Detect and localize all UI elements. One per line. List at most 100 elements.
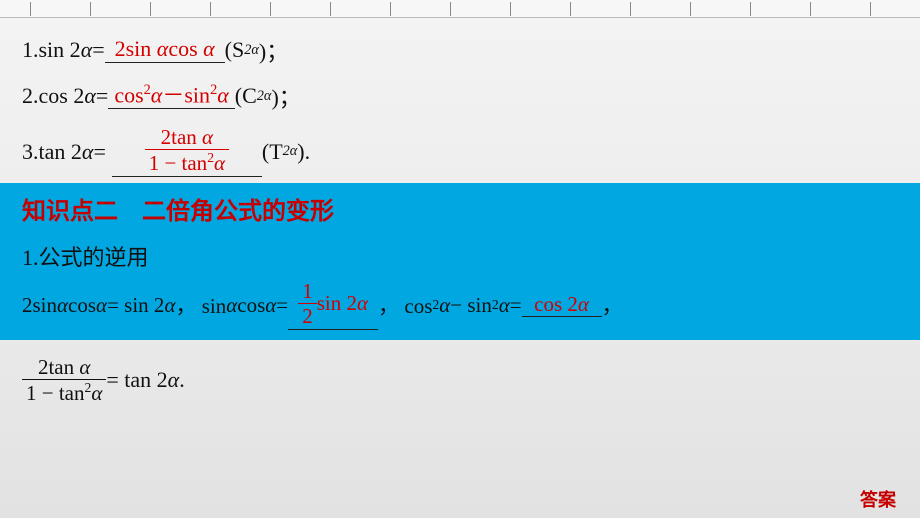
s-a3: α — [164, 293, 175, 318]
ans1-num: 1 — [298, 280, 317, 303]
row2-lhs-a: cos 2 — [39, 83, 85, 109]
s-p2pow2: 2 — [492, 297, 499, 313]
l2-rest-a: = tan 2 — [106, 367, 167, 393]
row2-ans-alpha2: α — [217, 83, 229, 108]
ans2-alpha: α — [578, 292, 589, 316]
row3-frac-den: 1 − tan2α — [145, 149, 229, 174]
row3-den-a: 1 − tan — [149, 151, 208, 175]
row1-ans-a: 2sin — [115, 36, 157, 61]
ruler-tick — [150, 2, 151, 16]
row2-alpha: α — [84, 83, 96, 109]
row2-ans-pow: 2 — [144, 82, 151, 98]
row2-ans-alpha1: α — [151, 83, 163, 108]
ruler-tick — [210, 2, 211, 16]
row2-ans-minus: － — [162, 83, 184, 108]
row2-tag-open: (C — [235, 83, 257, 109]
s-a5: α — [265, 293, 276, 318]
ruler-tick — [630, 2, 631, 16]
row3-eq: = — [93, 139, 105, 165]
l2-num-a: 2tan — [38, 355, 79, 379]
s-p1e: cos — [237, 293, 265, 318]
l2-den-alpha: α — [91, 381, 102, 405]
row2-tag-close: )； — [271, 80, 300, 112]
s-a1: α — [57, 293, 68, 318]
s-a2: α — [96, 293, 107, 318]
s-p1c: = sin 2 — [107, 293, 164, 318]
line2-frac: 2tan α 1 − tan2α — [22, 356, 106, 404]
row2-ans-b: sin — [184, 83, 210, 108]
row3-num-a: 2tan — [161, 125, 202, 149]
row2-tag-sub: 2α — [257, 88, 272, 105]
row1-eq: = — [92, 37, 104, 63]
row1-ans-alpha1: α — [157, 36, 169, 61]
inverse-ans2: cos 2α — [522, 293, 602, 317]
row1-alpha: α — [81, 37, 93, 63]
row3-answer: 2tan α 1 − tan2α — [112, 126, 262, 177]
slide-page: 1. sin 2 α = 2sin αcos α (S2α)； 2. cos 2… — [0, 0, 920, 518]
s-a4: α — [226, 293, 237, 318]
row3-lhs-a: tan 2 — [39, 139, 82, 165]
row3-den-alpha: α — [214, 151, 225, 175]
s-a7: α — [499, 293, 510, 318]
formula-row-3: 3. tan 2 α = 2tan α 1 − tan2α (T2α). — [22, 126, 898, 177]
answer-button[interactable]: 答案 — [860, 486, 896, 512]
formula-row-2: 2. cos 2 α = cos2α－sin2α (C2α)； — [22, 80, 898, 112]
ruler-tick — [570, 2, 571, 16]
s-p1d: ， sin — [175, 290, 226, 320]
s-p2c: = — [510, 293, 522, 318]
inverse-ans1-frac: 1 2 — [298, 280, 317, 327]
l2-den: 1 − tan2α — [22, 379, 106, 404]
inverse-line-1: 2sin αcos α = sin 2α， sin αcos α = 1 2 s… — [22, 280, 898, 330]
row1-answer: 2sin αcos α — [105, 37, 225, 62]
row1-lhs-a: sin 2 — [39, 37, 81, 63]
row3-num: 3. — [22, 139, 39, 165]
row3-tag-open: (T — [262, 139, 283, 165]
row2-ans-a: cos — [114, 83, 143, 108]
ruler-tick — [30, 2, 31, 16]
s-a6: α — [439, 293, 450, 318]
row1-tag-open: (S — [225, 37, 245, 63]
ans1-rest-a: sin 2 — [317, 291, 357, 316]
ruler-tick — [390, 2, 391, 16]
section-title: 知识点二 二倍角公式的变形 — [22, 191, 898, 226]
row3-num-alpha: α — [202, 125, 213, 149]
l2-den-a: 1 − tan — [26, 381, 85, 405]
row3-alpha: α — [82, 139, 94, 165]
row3-tag-sub: 2α — [283, 143, 298, 160]
ruler-tick — [450, 2, 451, 16]
row1-tag-close: )； — [259, 34, 288, 66]
s-p2a: ， cos — [378, 290, 432, 320]
ruler-tick — [690, 2, 691, 16]
s-p2d: ， — [602, 290, 623, 320]
row3-frac: 2tan α 1 − tan2α — [145, 126, 229, 174]
ans2-a: cos 2 — [534, 292, 578, 316]
section-sub1: 1.公式的逆用 — [22, 240, 898, 272]
s-p1b: cos — [68, 293, 96, 318]
s-p2b: − sin — [450, 293, 492, 318]
l2-num-alpha: α — [79, 355, 90, 379]
section-band: 知识点二 二倍角公式的变形 1.公式的逆用 2sin αcos α = sin … — [0, 183, 920, 340]
inverse-ans1: 1 2 sin 2α — [288, 280, 378, 330]
row1-ans-alpha2: α — [203, 36, 215, 61]
ruler-tick — [810, 2, 811, 16]
row1-ans-b: cos — [168, 36, 203, 61]
ruler-tick — [90, 2, 91, 16]
ruler-tick — [510, 2, 511, 16]
ruler-tick — [750, 2, 751, 16]
row2-answer: cos2α－sin2α — [108, 83, 234, 109]
ruler-tick — [870, 2, 871, 16]
ans1-alpha: α — [357, 291, 368, 316]
ruler-tick — [330, 2, 331, 16]
row3-tag-close: ). — [297, 139, 310, 165]
below-band: 2tan α 1 − tan2α = tan 2α. — [0, 340, 920, 404]
l2-rest-b: . — [179, 367, 185, 393]
l2-rest-alpha: α — [168, 367, 180, 393]
ruler-tick — [270, 2, 271, 16]
row3-den-pow: 2 — [207, 150, 214, 165]
s-p2pow: 2 — [432, 297, 439, 313]
row2-num: 2. — [22, 83, 39, 109]
l2-num: 2tan α — [34, 356, 94, 379]
row1-num: 1. — [22, 37, 39, 63]
s-p1a: 2sin — [22, 293, 57, 318]
ans1-den: 2 — [298, 303, 317, 327]
